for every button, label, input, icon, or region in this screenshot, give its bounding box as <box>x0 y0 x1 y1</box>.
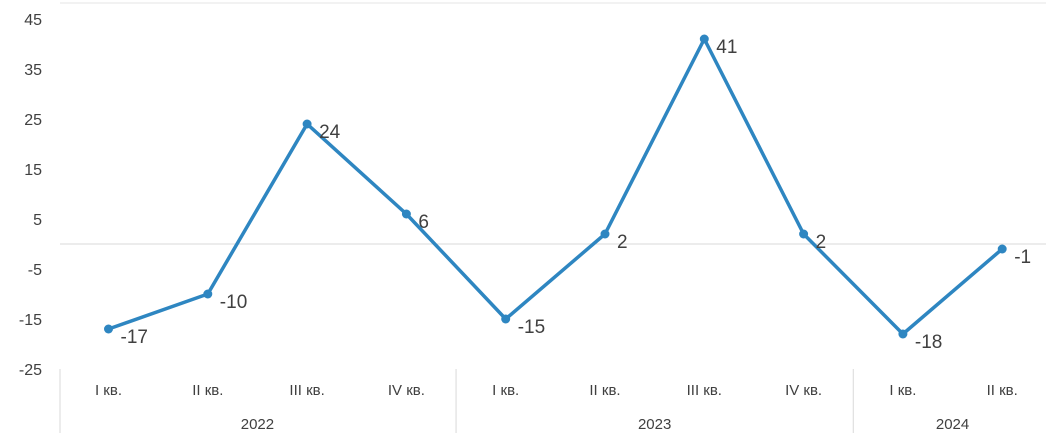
y-tick-label: 35 <box>24 62 42 79</box>
x-category-label: I кв. <box>889 382 916 399</box>
data-point <box>699 34 709 44</box>
data-point <box>401 209 411 219</box>
x-category-label: II кв. <box>192 382 223 399</box>
data-label: -10 <box>220 292 247 313</box>
data-label: 2 <box>816 232 827 253</box>
data-label: 41 <box>716 37 737 58</box>
data-label: 6 <box>418 212 429 233</box>
data-point <box>104 324 113 334</box>
data-point <box>898 329 908 339</box>
x-category-label: III кв. <box>289 382 324 399</box>
series-layer <box>104 34 1007 339</box>
y-tick-label: -25 <box>19 362 42 379</box>
x-group-label: 2024 <box>936 416 969 433</box>
data-point <box>799 229 809 239</box>
data-point <box>203 289 213 299</box>
x-category-label: III кв. <box>687 382 722 399</box>
x-category-label: IV кв. <box>388 382 425 399</box>
x-category-label: I кв. <box>492 382 519 399</box>
data-label: -18 <box>915 332 942 353</box>
x-category-label: I кв. <box>95 382 122 399</box>
x-category-label: II кв. <box>589 382 620 399</box>
series-line <box>107 37 1004 336</box>
data-point <box>600 229 610 239</box>
data-point <box>997 244 1007 254</box>
data-point <box>302 119 312 129</box>
y-tick-label: -5 <box>28 262 42 279</box>
x-group-label: 2022 <box>241 416 274 433</box>
data-labels-layer: -17 -10 24 6 -15 2 41 2 -18 -1 <box>121 37 1032 353</box>
data-label: -1 <box>1014 247 1031 268</box>
data-point <box>501 314 511 324</box>
y-axis: 45 35 25 15 5 -5 -15 -25 <box>19 12 42 379</box>
data-label: -15 <box>518 317 545 338</box>
y-tick-label: 45 <box>24 12 42 29</box>
x-axis: I кв. II кв. III кв. IV кв. 2022 I кв. II кв. I… <box>59 369 1018 433</box>
data-label: -17 <box>121 327 148 348</box>
y-tick-label: 5 <box>33 212 42 229</box>
y-tick-label: -15 <box>19 312 42 329</box>
data-label: 24 <box>319 122 341 143</box>
y-tick-label: 15 <box>24 162 42 179</box>
data-label: 2 <box>617 232 628 253</box>
x-category-label: II кв. <box>987 382 1018 399</box>
x-category-label: IV кв. <box>785 382 822 399</box>
x-group-label: 2023 <box>638 416 671 433</box>
y-tick-label: 25 <box>24 112 42 129</box>
